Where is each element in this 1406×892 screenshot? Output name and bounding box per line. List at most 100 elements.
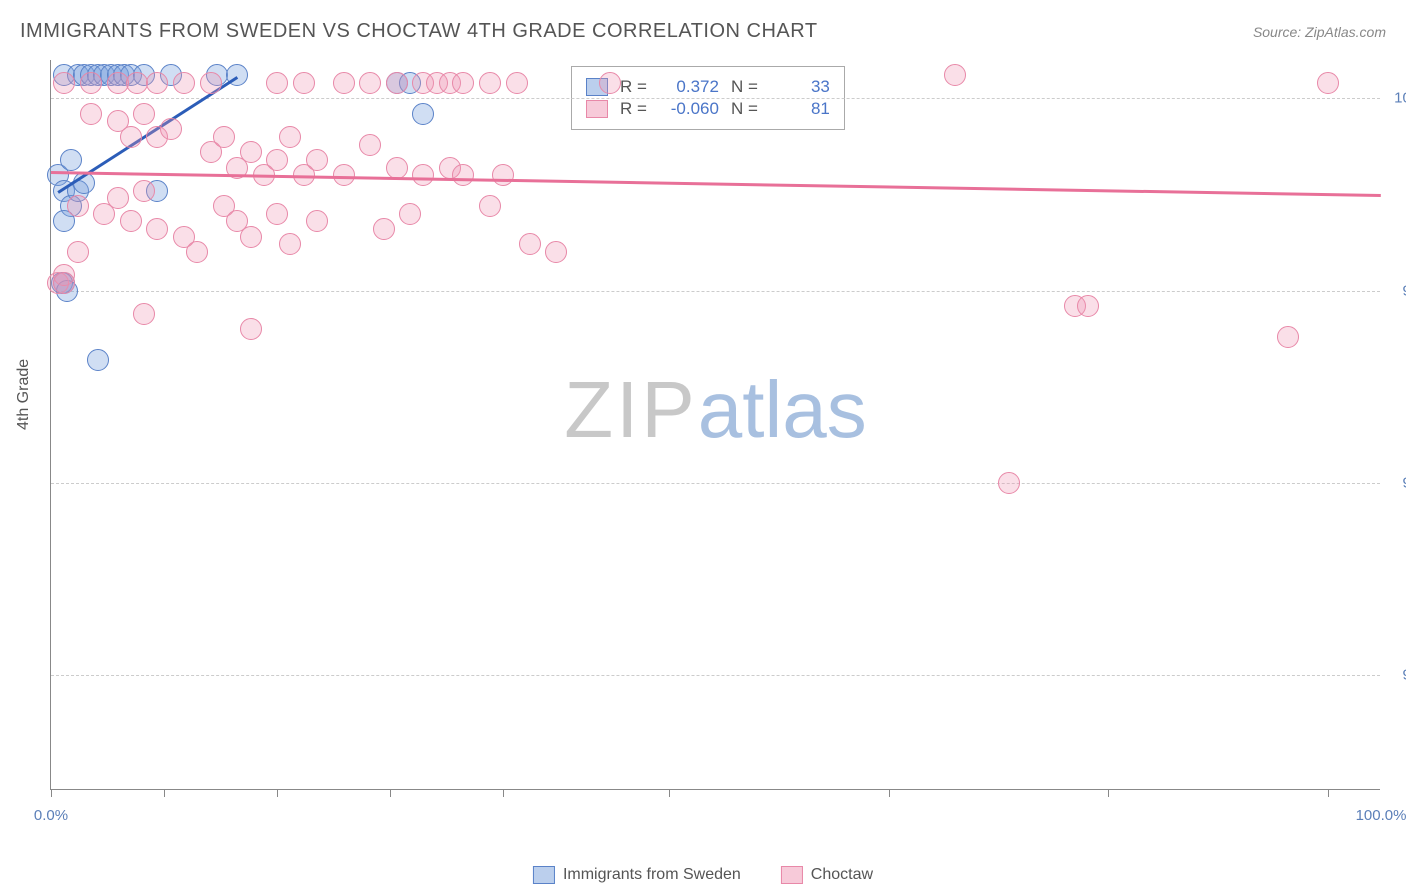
ytick-label: 92.5% bbox=[1402, 666, 1406, 683]
data-point bbox=[240, 226, 262, 248]
xtick bbox=[1108, 789, 1109, 797]
gridline bbox=[51, 675, 1380, 676]
data-point bbox=[386, 157, 408, 179]
gridline bbox=[51, 98, 1380, 99]
data-point bbox=[279, 233, 301, 255]
legend-item-choctaw: Choctaw bbox=[781, 866, 873, 884]
legend-row-choctaw: R = -0.060 N = 81 bbox=[586, 99, 830, 119]
data-point bbox=[200, 72, 222, 94]
data-point bbox=[519, 233, 541, 255]
data-point bbox=[545, 241, 567, 263]
xtick bbox=[1328, 789, 1329, 797]
data-point bbox=[293, 72, 315, 94]
data-point bbox=[107, 72, 129, 94]
data-point bbox=[479, 195, 501, 217]
data-point bbox=[599, 72, 621, 94]
n-value-choctaw: 81 bbox=[770, 99, 830, 119]
data-point bbox=[306, 149, 328, 171]
data-point bbox=[126, 72, 148, 94]
data-point bbox=[412, 103, 434, 125]
data-point bbox=[1317, 72, 1339, 94]
xtick bbox=[390, 789, 391, 797]
data-point bbox=[452, 164, 474, 186]
data-point bbox=[160, 118, 182, 140]
data-point bbox=[67, 241, 89, 263]
ytick-label: 100.0% bbox=[1394, 90, 1406, 107]
data-point bbox=[399, 203, 421, 225]
trendline bbox=[51, 171, 1381, 197]
data-point bbox=[944, 64, 966, 86]
data-point bbox=[133, 180, 155, 202]
n-value-sweden: 33 bbox=[770, 77, 830, 97]
data-point bbox=[506, 72, 528, 94]
data-point bbox=[107, 187, 129, 209]
data-point bbox=[1077, 295, 1099, 317]
legend-label-sweden: Immigrants from Sweden bbox=[563, 866, 741, 884]
watermark: ZIPatlas bbox=[564, 364, 866, 456]
data-point bbox=[60, 149, 82, 171]
data-point bbox=[186, 241, 208, 263]
data-point bbox=[492, 164, 514, 186]
data-point bbox=[359, 72, 381, 94]
legend-item-sweden: Immigrants from Sweden bbox=[533, 866, 741, 884]
swatch-blue-icon bbox=[533, 866, 555, 884]
gridline bbox=[51, 291, 1380, 292]
xtick bbox=[889, 789, 890, 797]
ytick-label: 97.5% bbox=[1402, 282, 1406, 299]
xtick bbox=[669, 789, 670, 797]
data-point bbox=[133, 103, 155, 125]
data-point bbox=[213, 126, 235, 148]
gridline bbox=[51, 483, 1380, 484]
swatch-pink-icon bbox=[781, 866, 803, 884]
xtick-label: 100.0% bbox=[1356, 807, 1406, 824]
xtick bbox=[503, 789, 504, 797]
chart-title: IMMIGRANTS FROM SWEDEN VS CHOCTAW 4TH GR… bbox=[20, 20, 818, 43]
r-label: R = bbox=[620, 99, 647, 119]
data-point bbox=[386, 72, 408, 94]
data-point bbox=[266, 203, 288, 225]
data-point bbox=[306, 210, 328, 232]
data-point bbox=[333, 72, 355, 94]
n-label: N = bbox=[731, 99, 758, 119]
data-point bbox=[279, 126, 301, 148]
data-point bbox=[133, 303, 155, 325]
data-point bbox=[359, 134, 381, 156]
xtick bbox=[164, 789, 165, 797]
n-label: N = bbox=[731, 77, 758, 97]
bottom-legend: Immigrants from Sweden Choctaw bbox=[533, 866, 873, 884]
legend-row-sweden: R = 0.372 N = 33 bbox=[586, 77, 830, 97]
data-point bbox=[1277, 326, 1299, 348]
r-value-choctaw: -0.060 bbox=[659, 99, 719, 119]
scatter-chart: ZIPatlas R = 0.372 N = 33 R = -0.060 N =… bbox=[50, 60, 1380, 790]
xtick-label: 0.0% bbox=[34, 807, 68, 824]
data-point bbox=[412, 164, 434, 186]
data-point bbox=[266, 149, 288, 171]
r-label: R = bbox=[620, 77, 647, 97]
data-point bbox=[146, 72, 168, 94]
data-point bbox=[53, 72, 75, 94]
data-point bbox=[173, 72, 195, 94]
data-point bbox=[266, 72, 288, 94]
y-axis-label: 4th Grade bbox=[15, 359, 33, 430]
ytick-label: 95.0% bbox=[1402, 474, 1406, 491]
data-point bbox=[452, 72, 474, 94]
source-label: Source: ZipAtlas.com bbox=[1253, 24, 1386, 40]
xtick bbox=[51, 789, 52, 797]
r-value-sweden: 0.372 bbox=[659, 77, 719, 97]
data-point bbox=[80, 103, 102, 125]
data-point bbox=[479, 72, 501, 94]
data-point bbox=[373, 218, 395, 240]
data-point bbox=[120, 210, 142, 232]
legend-label-choctaw: Choctaw bbox=[811, 866, 873, 884]
data-point bbox=[53, 272, 75, 294]
data-point bbox=[120, 126, 142, 148]
data-point bbox=[87, 349, 109, 371]
data-point bbox=[146, 218, 168, 240]
data-point bbox=[67, 195, 89, 217]
data-point bbox=[240, 318, 262, 340]
data-point bbox=[998, 472, 1020, 494]
data-point bbox=[80, 72, 102, 94]
swatch-pink-icon bbox=[586, 100, 608, 118]
data-point bbox=[240, 141, 262, 163]
xtick bbox=[277, 789, 278, 797]
